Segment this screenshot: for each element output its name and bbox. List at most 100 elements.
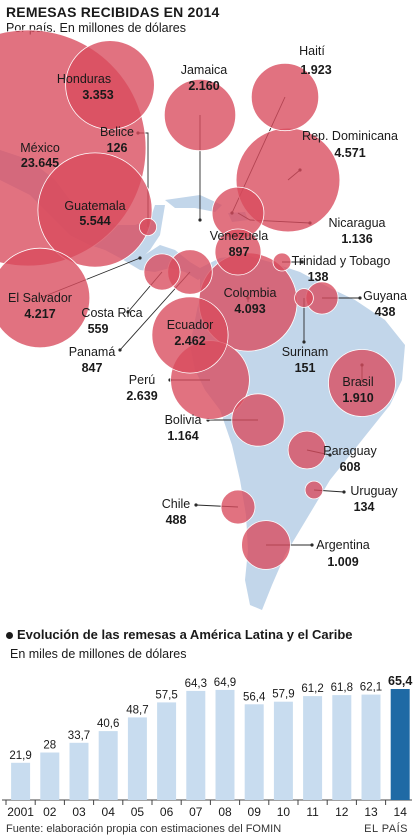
country-label-brasil: Brasil <box>342 375 373 389</box>
value-label-uruguay: 134 <box>354 500 375 514</box>
bar-chart: 21,9 2001 28 02 33,7 03 40,6 04 48,7 05 57,5 06 64,3… <box>2 674 412 819</box>
value-label-chile: 488 <box>166 513 187 527</box>
bubble-argentina <box>241 520 291 570</box>
bubble-guatemala <box>37 152 153 268</box>
x-tick-label: 14 <box>394 805 408 819</box>
bubble-trinidad-y-tobago <box>272 252 292 272</box>
bar-value-label: 65,4 <box>388 674 412 688</box>
value-label-jamaica: 2.160 <box>188 79 219 93</box>
brand-logo: EL PAÍS <box>364 823 408 835</box>
bar-chart-subtitle: En miles de millones de dólares <box>10 647 187 661</box>
bar-value-label: 64,9 <box>214 677 236 689</box>
value-label-nicaragua: 1.136 <box>341 232 372 246</box>
country-label-peru: Perú <box>129 373 155 387</box>
value-label-venezuela: 897 <box>229 245 250 259</box>
bar-04 <box>98 731 118 800</box>
leader-dot-uruguay <box>342 490 346 494</box>
country-label-ecuador: Ecuador <box>167 318 214 332</box>
bar-value-label: 57,9 <box>272 689 294 701</box>
bar-value-label: 62,1 <box>360 682 382 694</box>
chart-title: REMESAS RECIBIDAS EN 2014 <box>6 4 220 20</box>
value-label-peru: 2.639 <box>126 389 157 403</box>
bar-value-label: 64,3 <box>185 678 207 690</box>
x-tick-label: 13 <box>364 805 378 819</box>
country-label-rep-dominicana: Rep. Dominicana <box>302 129 398 143</box>
bubble-costa-rica <box>143 253 181 291</box>
bar-12 <box>332 695 352 800</box>
leader-dot-panama <box>118 348 122 352</box>
x-tick-label: 06 <box>160 805 174 819</box>
bubble-el-salvador <box>0 247 91 349</box>
leader-dot-chile <box>194 503 198 507</box>
bubble-honduras <box>65 40 155 130</box>
source-note: Fuente: elaboración propia con estimacio… <box>6 823 282 835</box>
bar-chart-title-text: Evolución de las remesas a América Latin… <box>17 627 353 642</box>
bar-06 <box>157 702 177 800</box>
x-tick-label: 12 <box>335 805 349 819</box>
x-tick-label: 03 <box>72 805 86 819</box>
x-tick-label: 07 <box>189 805 203 819</box>
bar-10 <box>273 701 293 800</box>
bar-05 <box>127 717 147 800</box>
country-label-chile: Chile <box>162 497 191 511</box>
bubble-surinam <box>294 288 314 308</box>
country-label-venezuela: Venezuela <box>210 229 268 243</box>
value-label-guatemala: 5.544 <box>79 214 110 228</box>
bar-02 <box>40 752 60 800</box>
country-label-argentina: Argentina <box>316 538 370 552</box>
leader-dot-jamaica <box>198 218 202 222</box>
bubble-belice <box>138 217 157 236</box>
x-tick-label: 2001 <box>7 805 34 819</box>
bar-value-label: 61,8 <box>331 682 353 694</box>
leader-dot-costa-rica <box>126 310 130 314</box>
bar-03 <box>69 742 89 800</box>
value-label-surinam: 151 <box>295 361 316 375</box>
leader-dot-guyana <box>358 296 362 300</box>
bubble-haiti <box>250 62 320 132</box>
bubble-chile <box>220 489 256 525</box>
leader-dot-argentina <box>310 543 314 547</box>
country-label-honduras: Honduras <box>57 72 111 86</box>
x-tick-label: 09 <box>248 805 262 819</box>
bar-14 <box>390 689 410 800</box>
bar-2001 <box>11 762 31 800</box>
bar-value-label: 57,5 <box>155 689 177 701</box>
bar-13 <box>361 694 381 800</box>
country-label-mexico: México <box>20 141 60 155</box>
bubble-jamaica <box>163 78 237 152</box>
bar-chart-title: Evolución de las remesas a América Latin… <box>6 627 353 642</box>
bubble-uruguay <box>304 480 324 500</box>
country-label-guatemala: Guatemala <box>64 199 125 213</box>
country-label-uruguay: Uruguay <box>350 484 398 498</box>
value-label-rep-dominicana: 4.571 <box>334 146 365 160</box>
country-label-guyana: Guyana <box>363 289 407 303</box>
bubble-bolivia <box>231 393 285 447</box>
bar-11 <box>303 696 323 800</box>
country-label-bolivia: Bolivia <box>165 413 202 427</box>
bubble-paraguay <box>287 430 327 470</box>
x-tick-label: 11 <box>306 805 319 819</box>
chart-subtitle: Por país. En millones de dólares <box>6 21 186 35</box>
value-label-brasil: 1.910 <box>342 391 373 405</box>
country-label-colombia: Colombia <box>224 286 277 300</box>
bar-value-label: 48,7 <box>126 704 148 716</box>
country-label-jamaica: Jamaica <box>181 63 228 77</box>
country-label-trinidad-y-tobago: Trinidad y Tobago <box>292 254 391 268</box>
country-label-el-salvador: El Salvador <box>8 291 72 305</box>
value-label-ecuador: 2.462 <box>174 334 205 348</box>
value-label-trinidad-y-tobago: 138 <box>308 270 329 284</box>
value-label-bolivia: 1.164 <box>167 429 198 443</box>
country-label-belice: Belice <box>100 125 134 139</box>
bar-value-label: 56,4 <box>243 691 266 703</box>
bar-value-label: 61,2 <box>301 683 323 695</box>
bar-07 <box>186 690 206 800</box>
bar-value-label: 33,7 <box>68 730 90 742</box>
value-label-mexico: 23.645 <box>21 156 59 170</box>
country-label-haiti: Haití <box>299 44 325 58</box>
bubble-venezuela <box>214 228 262 276</box>
country-label-surinam: Surinam <box>282 345 329 359</box>
value-label-guyana: 438 <box>375 305 396 319</box>
bar-09 <box>244 704 264 800</box>
